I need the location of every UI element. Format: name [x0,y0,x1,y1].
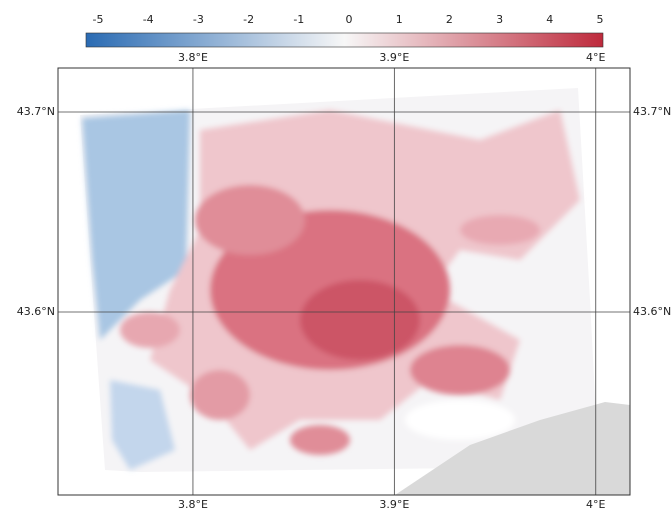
lon-label-top: 3.8°E [178,51,208,64]
colorbar-tick-label: -4 [143,13,154,26]
map-field [80,88,630,495]
colorbar-tick-label: 3 [496,13,503,26]
lat-label-left: 43.6°N [17,305,55,318]
lat-label-left: 43.7°N [17,105,55,118]
lon-label-top: 3.9°E [379,51,409,64]
colorbar-tick-label: -5 [93,13,104,26]
lon-label-bottom: 3.8°E [178,498,208,511]
colorbar-tick-label: -1 [293,13,304,26]
colorbar-tick-label: -3 [193,13,204,26]
map-frame [57,67,631,496]
lon-label-bottom: 4°E [586,498,605,511]
colorbar-tick-label: 2 [446,13,453,26]
colorbar-tick-label: -2 [243,13,254,26]
lon-label-top: 4°E [586,51,605,64]
lat-label-right: 43.6°N [633,305,671,318]
colorbar-tick-label: 1 [396,13,403,26]
graticule [58,68,630,495]
colorbar-tick-label: 5 [597,13,604,26]
colorbar-tick-label: 0 [346,13,353,26]
anomaly-field [82,110,580,470]
colorbar-tick-label: 4 [546,13,553,26]
lat-label-right: 43.7°N [633,105,671,118]
colorbar [85,32,604,48]
land [395,402,630,495]
lon-label-bottom: 3.9°E [379,498,409,511]
